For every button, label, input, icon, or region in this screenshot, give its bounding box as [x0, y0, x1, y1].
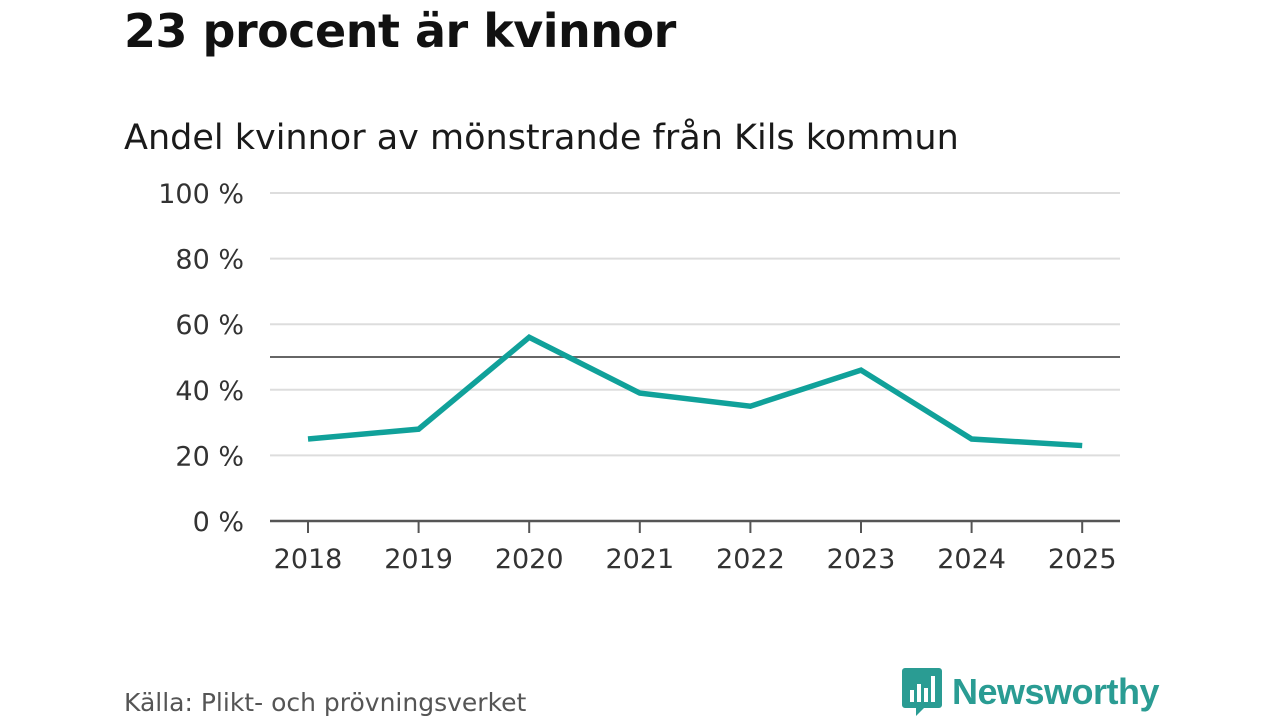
x-tick-label: 2022 [716, 544, 785, 575]
chart-subtitle: Andel kvinnor av mönstrande från Kils ko… [124, 118, 959, 158]
x-tick-label: 2025 [1048, 544, 1117, 575]
x-tick-label: 2020 [495, 544, 564, 575]
chart-title: 23 procent är kvinnor [124, 4, 676, 58]
series-line [307, 334, 1083, 449]
brand-logo: Newsworthy [902, 668, 1160, 716]
x-tick-label: 2018 [274, 544, 343, 575]
y-tick-label: 100 % [158, 179, 244, 210]
y-tick-label: 80 % [175, 245, 244, 276]
y-tick-label: 20 % [175, 441, 244, 472]
newsworthy-logo-icon [902, 668, 942, 716]
line-chart: 0 % 20 % 40 % 60 % 80 % 100 % 2018 2019 2020 2021… [158, 179, 1120, 575]
y-tick-label: 60 % [175, 310, 244, 341]
y-tick-label: 40 % [175, 376, 244, 407]
brand-name: Newsworthy [952, 671, 1160, 712]
source-note: Källa: Plikt- och prövningsverket [124, 688, 527, 717]
x-tick-label: 2021 [605, 544, 674, 575]
x-tick-label: 2024 [937, 544, 1006, 575]
x-tick-label: 2019 [384, 544, 453, 575]
x-tick-label: 2023 [827, 544, 896, 575]
y-tick-label: 0 % [193, 507, 244, 538]
